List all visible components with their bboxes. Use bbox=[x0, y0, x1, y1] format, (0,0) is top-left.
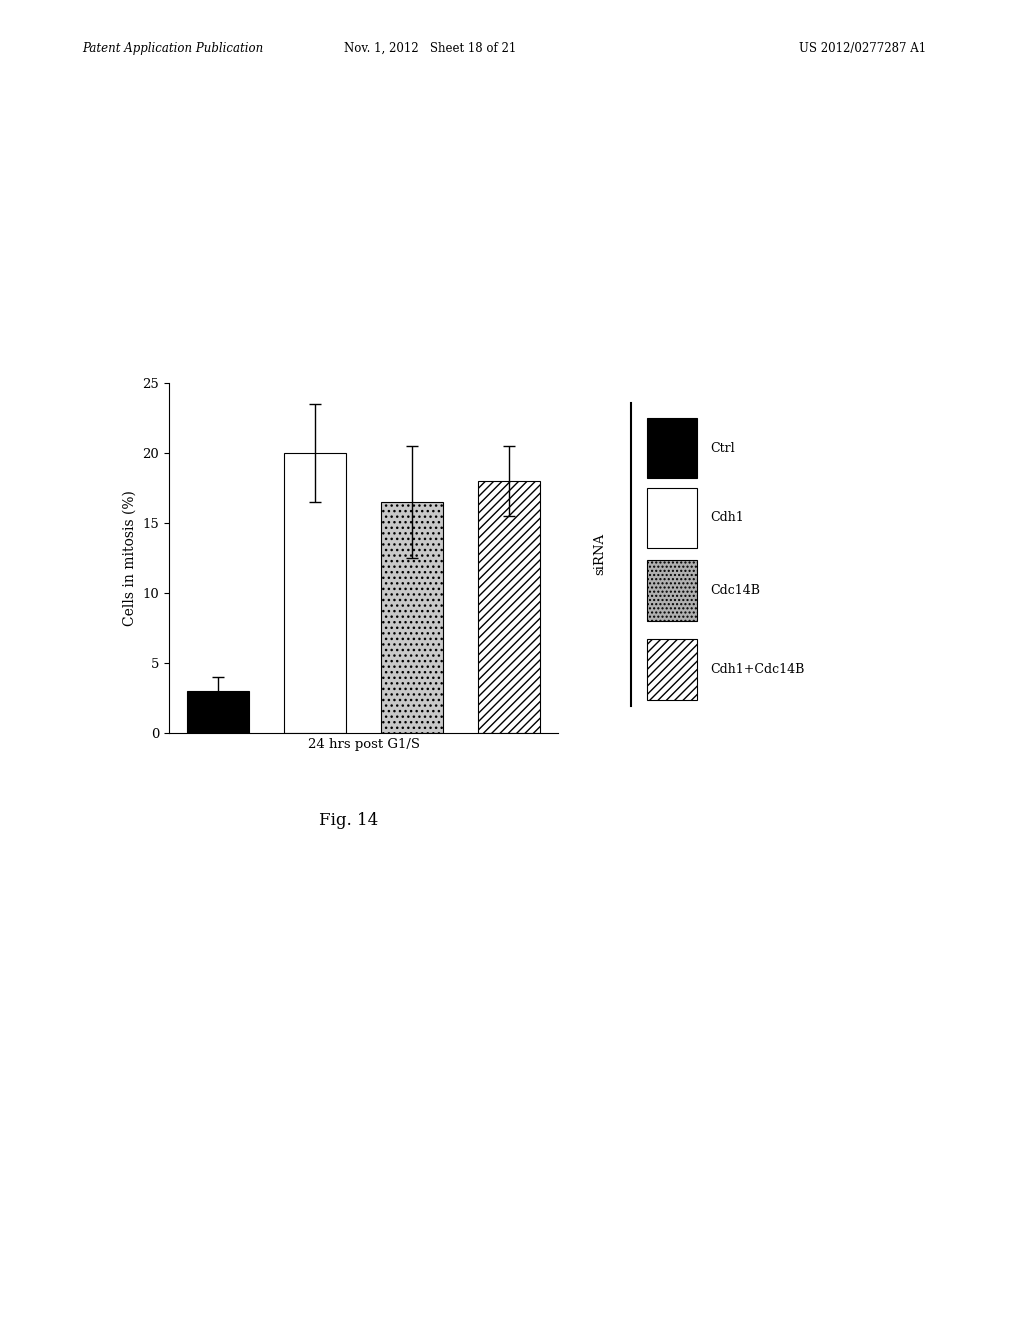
Bar bbox=[647, 561, 696, 622]
Text: Cdh1: Cdh1 bbox=[711, 511, 744, 524]
Bar bbox=[647, 639, 696, 700]
Text: siRNA: siRNA bbox=[593, 533, 606, 576]
Text: Fig. 14: Fig. 14 bbox=[318, 812, 378, 829]
Bar bbox=[647, 417, 696, 478]
Bar bbox=[284, 453, 346, 733]
Bar bbox=[381, 502, 443, 733]
Text: Cdh1+Cdc14B: Cdh1+Cdc14B bbox=[711, 663, 805, 676]
Text: Nov. 1, 2012   Sheet 18 of 21: Nov. 1, 2012 Sheet 18 of 21 bbox=[344, 42, 516, 55]
X-axis label: 24 hrs post G1/S: 24 hrs post G1/S bbox=[307, 738, 420, 751]
Text: Patent Application Publication: Patent Application Publication bbox=[82, 42, 263, 55]
Y-axis label: Cells in mitosis (%): Cells in mitosis (%) bbox=[123, 490, 137, 626]
Bar bbox=[477, 480, 541, 733]
Text: Ctrl: Ctrl bbox=[711, 442, 735, 454]
Text: Cdc14B: Cdc14B bbox=[711, 585, 760, 598]
Bar bbox=[647, 487, 696, 548]
Text: US 2012/0277287 A1: US 2012/0277287 A1 bbox=[799, 42, 926, 55]
Bar bbox=[186, 690, 250, 733]
